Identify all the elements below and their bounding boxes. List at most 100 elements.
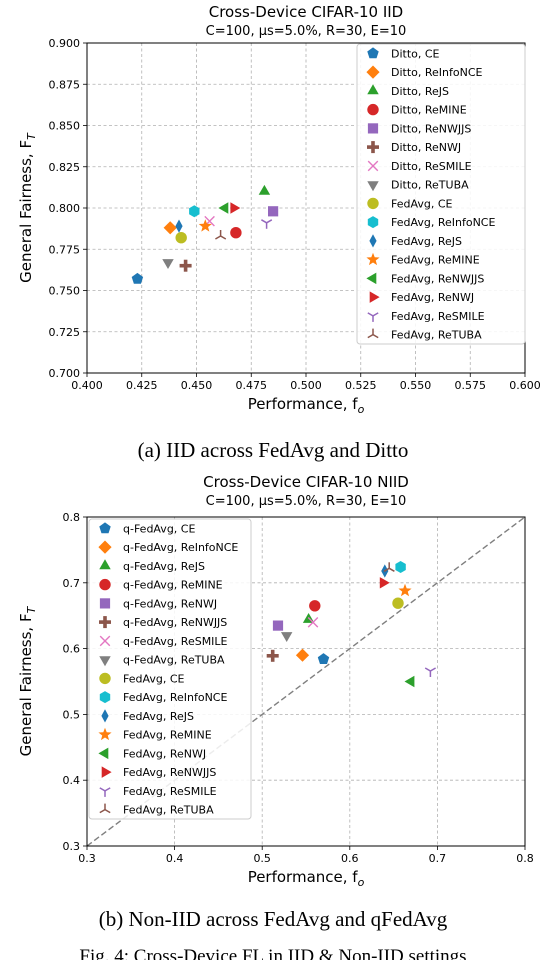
y-tick-label: 0.3 [63, 840, 81, 853]
data-point [261, 219, 273, 229]
legend-marker [99, 598, 111, 609]
legend-entry: Ditto, ReInfoNCE [391, 66, 483, 79]
legend-entry: FedAvg, ReNWJ [391, 291, 474, 304]
legend-marker [99, 803, 111, 814]
legend-entry: q-FedAvg, ReJS [123, 560, 205, 573]
legend-marker [367, 181, 379, 192]
legend: q-FedAvg, CE q-FedAvg, ReInfoNCE q-FedAvg,… [88, 518, 252, 820]
data-point [258, 184, 271, 195]
x-tick-label: 0.500 [290, 379, 322, 392]
legend-marker [98, 727, 112, 741]
legend-marker [99, 578, 111, 591]
y-tick-label: 0.5 [63, 708, 81, 721]
y-tick-label: 0.6 [63, 643, 81, 656]
data-point [179, 259, 192, 272]
legend-marker [367, 328, 379, 339]
y-tick-label: 0.700 [49, 367, 81, 380]
legend-entry: q-FedAvg, ReNWJ [123, 597, 217, 610]
data-point [317, 653, 330, 664]
legend-marker [367, 312, 379, 322]
x-tick-label: 0.550 [400, 379, 432, 392]
data-point [266, 649, 279, 662]
x-tick-label: 0.5 [253, 852, 271, 865]
data-point [268, 206, 279, 217]
plot-frame [86, 516, 526, 847]
x-tick-label: 0.4 [166, 852, 184, 865]
legend-entry: FedAvg, ReNWJJS [391, 272, 484, 285]
legend-entry: Ditto, ReNWJ [391, 141, 461, 154]
legend-entry: FedAvg, ReJS [123, 710, 194, 723]
y-axis-label: General Fairness, FT [17, 605, 38, 756]
legend-marker [99, 635, 111, 647]
caption-iid: (a) IID across FedAvg and Ditto [137, 438, 409, 462]
legend-marker [99, 787, 111, 797]
legend-entry: Ditto, ReTUBA [391, 179, 469, 192]
data-point [272, 620, 284, 631]
chart-iid: Cross-Device CIFAR-10 IID C=100, μs=5.0%,… [17, 3, 541, 416]
legend-marker [99, 691, 111, 704]
chart-title: Cross-Device CIFAR-10 IID [209, 3, 404, 21]
legend-entry: FedAvg, ReMINE [123, 729, 212, 742]
legend-marker [367, 160, 379, 172]
legend-entry: FedAvg, ReTUBA [123, 804, 214, 817]
data-point [131, 272, 144, 284]
chart-subtitle: C=100, μs=5.0%, R=30, E=10 [206, 24, 407, 39]
x-tick-label: 0.425 [126, 379, 158, 392]
legend-entry: FedAvg, ReMINE [391, 254, 480, 267]
y-tick-label: 0.750 [49, 285, 81, 298]
data-point [162, 259, 174, 269]
x-tick-label: 0.400 [71, 379, 103, 392]
legend-marker [99, 616, 111, 629]
y-tick-label: 0.775 [49, 243, 81, 256]
data-point [307, 617, 319, 628]
legend-entry: FedAvg, CE [123, 672, 185, 685]
legend-marker [367, 84, 379, 95]
x-tick-label: 0.475 [236, 379, 268, 392]
y-tick-label: 0.8 [63, 511, 81, 524]
data-point [398, 583, 412, 597]
legend-entry: FedAvg, ReInfoNCE [391, 216, 495, 229]
y-tick-label: 0.7 [63, 577, 81, 590]
data-point [230, 202, 241, 214]
legend-marker [99, 656, 111, 667]
x-tick-label: 0.7 [429, 852, 447, 865]
data-point [163, 221, 177, 235]
legend-entry: FedAvg, ReNWJJS [123, 766, 216, 779]
legend-entry: Ditto, ReSMILE [391, 160, 472, 173]
data-point [175, 232, 187, 244]
x-tick-label: 0.525 [345, 379, 377, 392]
x-axis-label: Performance, fo [248, 395, 365, 416]
data-point [424, 667, 436, 677]
x-tick-label: 0.450 [181, 379, 213, 392]
data-point [392, 597, 404, 609]
legend-marker [101, 709, 109, 723]
legend-marker [367, 103, 379, 116]
legend-entry: FedAvg, ReNWJ [123, 747, 206, 760]
legend-marker [369, 291, 380, 303]
legend-marker [367, 47, 379, 59]
data-point [295, 648, 310, 662]
legend-marker [98, 747, 109, 760]
chart-title: Cross-Device CIFAR-10 NIID [203, 473, 409, 491]
legend-marker [366, 272, 377, 285]
legend-entry: Ditto, ReMINE [391, 104, 467, 117]
legend-entry: q-FedAvg, ReNWJJS [123, 616, 227, 629]
legend-entry: Ditto, CE [391, 47, 440, 60]
y-tick-label: 0.4 [63, 774, 81, 787]
legend-marker [367, 197, 379, 210]
legend-entry: q-FedAvg, CE [123, 522, 195, 535]
data-point [215, 230, 227, 240]
x-tick-label: 0.8 [516, 852, 534, 865]
legend-entry: q-FedAvg, ReTUBA [123, 654, 225, 667]
y-tick-label: 0.850 [49, 120, 81, 133]
data-point [230, 227, 242, 239]
y-tick-label: 0.725 [49, 326, 81, 339]
legend-marker [99, 672, 111, 685]
legend-entry: FedAvg, ReSMILE [391, 310, 485, 323]
y-tick-label: 0.875 [49, 78, 81, 91]
legend-entry: FedAvg, ReTUBA [391, 329, 482, 342]
legend-marker [99, 522, 111, 534]
chart-niid: Cross-Device CIFAR-10 NIID C=100, μs=5.0%… [17, 473, 534, 889]
legend-entry: FedAvg, ReSMILE [123, 785, 217, 798]
legend-entry: Ditto, ReNWJJS [391, 122, 471, 135]
